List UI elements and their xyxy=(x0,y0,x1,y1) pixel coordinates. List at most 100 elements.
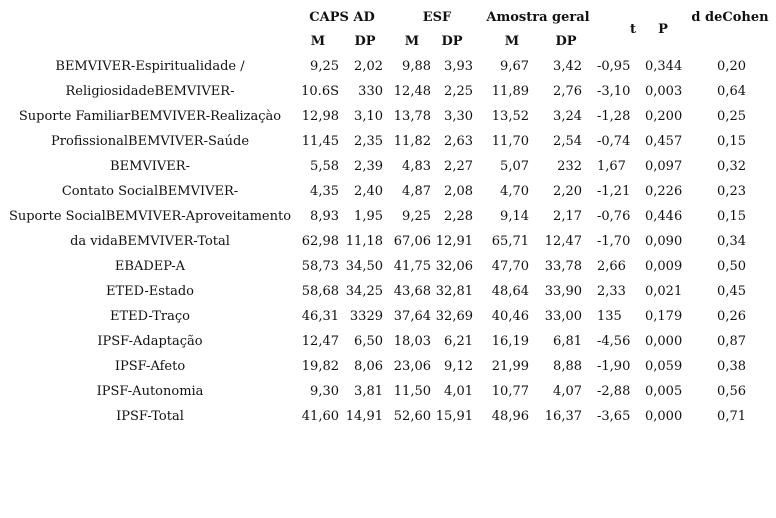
cell: 2,17 xyxy=(553,209,582,224)
cell: 65,71 xyxy=(491,234,529,249)
cell: 33,90 xyxy=(544,284,582,299)
cell: 2,54 xyxy=(553,134,582,149)
cell: 0,20 xyxy=(717,59,746,74)
cell: 4,01 xyxy=(444,384,473,399)
cell: 0,457 xyxy=(645,134,683,149)
cell: -0,76 xyxy=(597,209,631,224)
group-header: Amostra geral xyxy=(486,10,590,25)
cell: 0,090 xyxy=(645,234,683,249)
cell: 14,91 xyxy=(345,409,383,424)
row-label: BEMVIVER-Espiritualidade / xyxy=(55,59,245,74)
cell: -0,74 xyxy=(597,134,631,149)
cell: 8,06 xyxy=(354,359,383,374)
cell: 1,67 xyxy=(597,159,626,174)
cell: 11,82 xyxy=(393,134,431,149)
cell: 0,32 xyxy=(717,159,746,174)
cell: 11,50 xyxy=(393,384,431,399)
cell: 0,71 xyxy=(717,409,746,424)
cell: 2,40 xyxy=(354,184,383,199)
cell: 33,00 xyxy=(544,309,582,324)
cell: 2,39 xyxy=(354,159,383,174)
cell: 41,60 xyxy=(301,409,339,424)
cell: 0,097 xyxy=(645,159,683,174)
cell: 58,68 xyxy=(301,284,339,299)
cell: -2,88 xyxy=(597,384,631,399)
cell: -1,90 xyxy=(597,359,631,374)
cell: 0,15 xyxy=(717,209,746,224)
cell: 2,02 xyxy=(354,59,383,74)
cell: 0,15 xyxy=(717,134,746,149)
cell: 0,021 xyxy=(645,284,683,299)
sub-header: DP xyxy=(354,34,376,49)
row-label: Suporte SocialBEMVIVER-Aproveitamento xyxy=(8,209,292,224)
cell: 13,52 xyxy=(491,109,529,124)
cell: 0,25 xyxy=(717,109,746,124)
cell: 0,003 xyxy=(645,84,683,99)
cell: 52,60 xyxy=(393,409,431,424)
row-label: IPSF-Afeto xyxy=(114,359,186,374)
sub-header: M xyxy=(310,34,326,49)
cell: 0,23 xyxy=(717,184,746,199)
cell: 12,47 xyxy=(301,334,339,349)
cell: 2,20 xyxy=(553,184,582,199)
row-label: ETED-Estado xyxy=(106,284,194,299)
cell: 0,200 xyxy=(645,109,683,124)
sub-header: DP xyxy=(441,34,463,49)
cell: 8,93 xyxy=(310,209,339,224)
cell: 3329 xyxy=(349,309,383,324)
cell: 0,50 xyxy=(717,259,746,274)
cell: 0,446 xyxy=(645,209,683,224)
cell: 37,64 xyxy=(393,309,431,324)
cell: 2,08 xyxy=(444,184,473,199)
row-label: Contato SocialBEMVIVER- xyxy=(61,184,239,199)
cell: 8,88 xyxy=(553,359,582,374)
cell: 12,47 xyxy=(544,234,582,249)
cell: 16,37 xyxy=(544,409,582,424)
cell: 1,95 xyxy=(354,209,383,224)
cell: 11,70 xyxy=(491,134,529,149)
cell: 67,06 xyxy=(393,234,431,249)
cell: -4,56 xyxy=(597,334,631,349)
cell: 232 xyxy=(557,159,582,174)
column-header: P xyxy=(658,22,668,37)
cell: 48,96 xyxy=(491,409,529,424)
row-label: Suporte FamiliarBEMVIVER-Realizaçào xyxy=(18,109,282,124)
row-label: ReligiosidadeBEMVIVER- xyxy=(65,84,235,99)
cell: 0,005 xyxy=(645,384,683,399)
cell: 11,89 xyxy=(491,84,529,99)
cell: 48,64 xyxy=(491,284,529,299)
cell: 2,63 xyxy=(444,134,473,149)
cell: 10,77 xyxy=(491,384,529,399)
cell: 4,83 xyxy=(402,159,431,174)
cell: 9,88 xyxy=(402,59,431,74)
row-label: ProfissionalBEMVIVER-Saúde xyxy=(50,134,250,149)
row-label: BEMVIVER- xyxy=(110,159,190,174)
cell: -1,70 xyxy=(597,234,631,249)
cell: 12,98 xyxy=(301,109,339,124)
sub-header: DP xyxy=(555,34,577,49)
cell: 4,07 xyxy=(553,384,582,399)
cell: 4,70 xyxy=(500,184,529,199)
cell: 34,50 xyxy=(345,259,383,274)
group-header: ESF xyxy=(422,10,452,25)
column-header: d deCohen xyxy=(691,10,769,25)
cell: 0,179 xyxy=(645,309,683,324)
cell: 47,70 xyxy=(491,259,529,274)
cell: 9,30 xyxy=(310,384,339,399)
cell: -1,28 xyxy=(597,109,631,124)
row-label: IPSF-Total xyxy=(116,409,184,424)
cell: 4,87 xyxy=(402,184,431,199)
cell: 2,33 xyxy=(597,284,626,299)
cell: 0,000 xyxy=(645,409,683,424)
cell: 9,12 xyxy=(444,359,473,374)
cell: 6,21 xyxy=(444,334,473,349)
column-header: t xyxy=(629,22,637,37)
cell: 4,35 xyxy=(310,184,339,199)
cell: 19,82 xyxy=(301,359,339,374)
sub-header: M xyxy=(504,34,520,49)
cell: 3,30 xyxy=(444,109,473,124)
cell: 12,91 xyxy=(435,234,473,249)
cell: 6,81 xyxy=(553,334,582,349)
cell: 0,26 xyxy=(717,309,746,324)
row-label: IPSF-Adaptação xyxy=(97,334,203,349)
